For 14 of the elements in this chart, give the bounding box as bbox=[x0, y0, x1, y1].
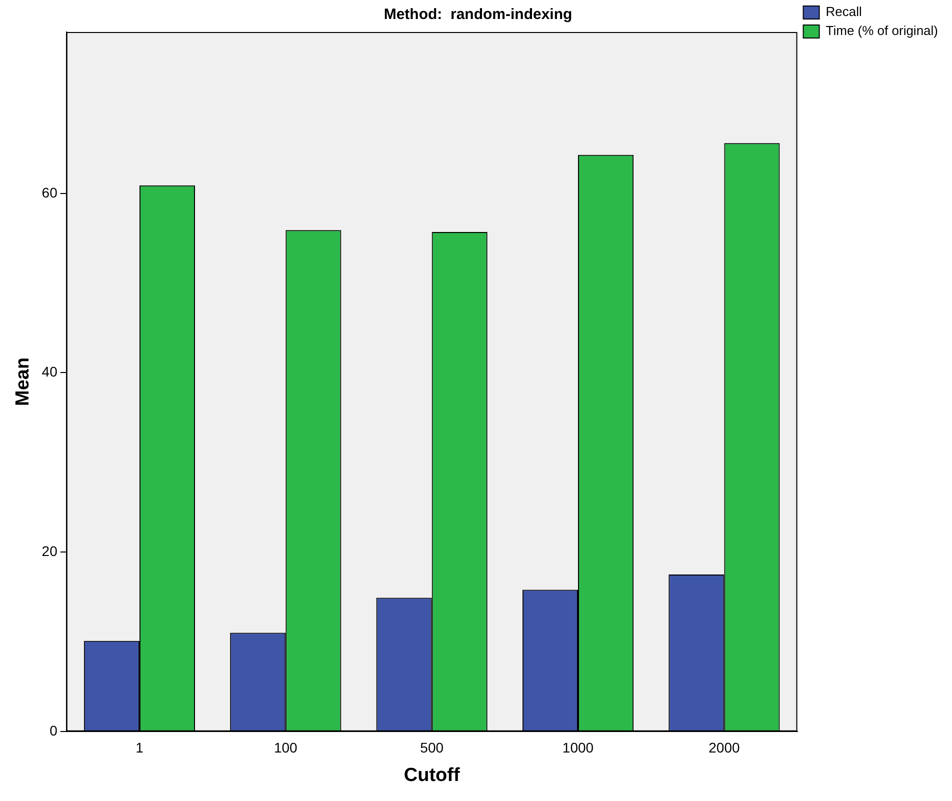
x-axis-title: Cutoff bbox=[404, 764, 460, 786]
y-tick-label: 40 bbox=[42, 364, 58, 380]
legend-label: Recall bbox=[826, 4, 862, 20]
x-tick-label: 100 bbox=[274, 740, 298, 756]
x-tick-label: 500 bbox=[420, 740, 444, 756]
x-tick-label: 1000 bbox=[562, 740, 594, 756]
y-tick-label: 20 bbox=[42, 542, 58, 559]
x-tick-label: 2000 bbox=[708, 740, 740, 756]
chart-title: Method: random-indexing bbox=[384, 6, 572, 24]
y-tick-label: 0 bbox=[50, 722, 58, 738]
legend-label: Time (% of original) bbox=[826, 23, 938, 38]
y-axis-title: Mean bbox=[12, 357, 34, 406]
x-tick-label: 1 bbox=[136, 740, 144, 756]
y-tick-label: 60 bbox=[42, 184, 58, 200]
